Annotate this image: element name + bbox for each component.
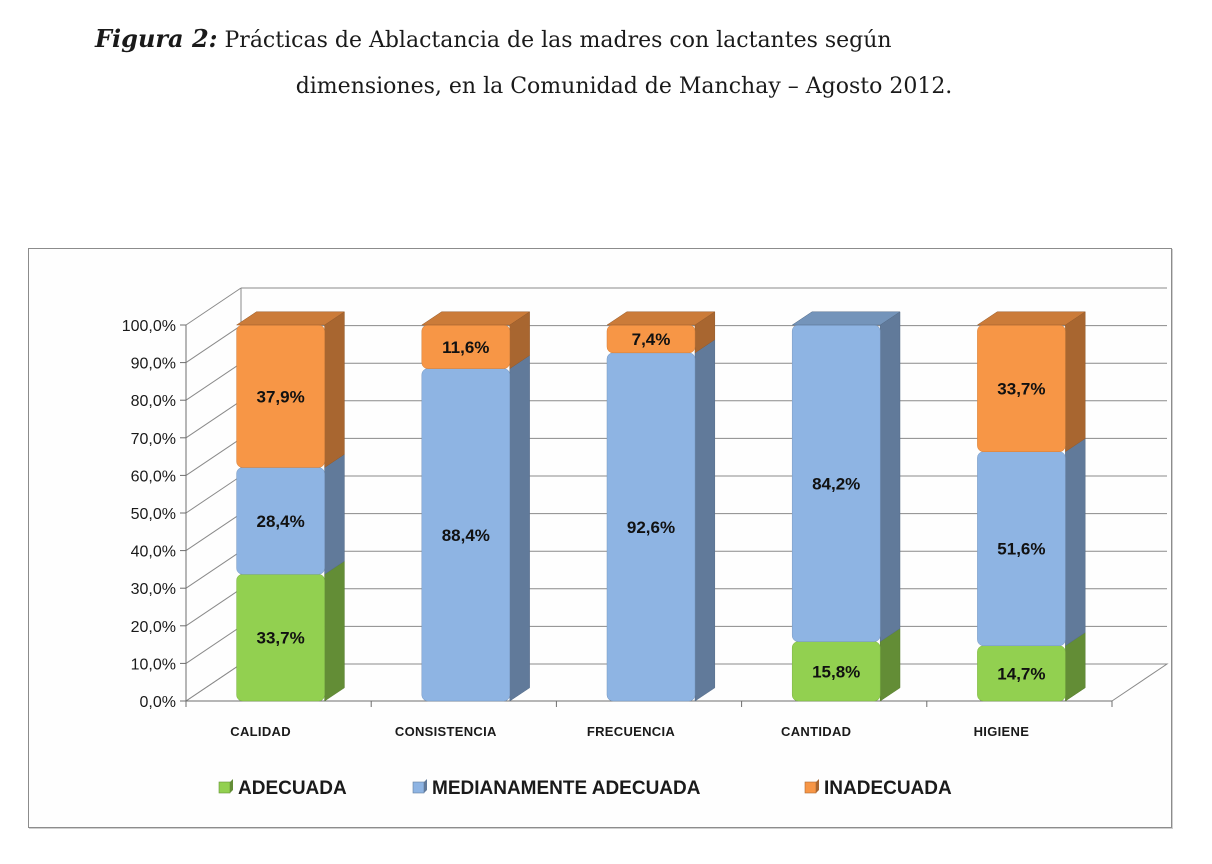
data-label: 15,8% bbox=[812, 662, 860, 681]
x-category-label: CONSISTENCIA bbox=[395, 724, 497, 739]
gridline-side bbox=[185, 513, 242, 552]
gridline-side bbox=[185, 325, 242, 364]
bar-side-inadecuada bbox=[1065, 311, 1086, 453]
data-label: 88,4% bbox=[442, 526, 490, 545]
data-label: 84,2% bbox=[812, 474, 860, 493]
bar-side-inadecuada bbox=[324, 311, 345, 468]
data-label: 14,7% bbox=[997, 664, 1045, 683]
data-label: 51,6% bbox=[997, 540, 1045, 559]
y-tick-label: 80,0% bbox=[131, 393, 176, 410]
bar-top-face bbox=[606, 311, 716, 326]
legend-swatch-side bbox=[816, 779, 819, 793]
y-tick-label: 70,0% bbox=[131, 431, 176, 448]
legend-swatch bbox=[218, 781, 231, 794]
chart-bars bbox=[235, 311, 1087, 702]
x-category-label: CANTIDAD bbox=[781, 724, 851, 739]
chart-data-labels: 33,7% 28,4% 37,9% 88,4% 11,6% 92,6% 7,4% 15,8% 8… bbox=[256, 330, 1045, 683]
gridline-side bbox=[185, 362, 242, 401]
caption-text-1: Prácticas de Ablactancia de las madres c… bbox=[224, 28, 892, 53]
data-label: 7,4% bbox=[632, 330, 671, 349]
y-tick-label: 50,0% bbox=[131, 506, 176, 523]
data-label: 33,7% bbox=[256, 629, 304, 648]
bar-side-medianamente-adecuada bbox=[509, 354, 530, 702]
bar-top-face bbox=[791, 311, 901, 326]
legend-swatch bbox=[804, 781, 817, 794]
y-tick-label: 100,0% bbox=[122, 318, 176, 335]
chart-legend: ADECUADA MEDIANAMENTE ADECUADA INADECUADA bbox=[218, 778, 952, 799]
y-tick-label: 60,0% bbox=[131, 468, 176, 485]
gridline-side bbox=[185, 550, 242, 589]
legend-swatch-side bbox=[230, 779, 233, 793]
bar-top-face bbox=[976, 311, 1087, 326]
gridline-side bbox=[185, 588, 242, 627]
gridline-side bbox=[185, 287, 242, 326]
data-label: 37,9% bbox=[256, 387, 304, 406]
legend-label: ADECUADA bbox=[238, 778, 347, 799]
legend-swatch bbox=[412, 781, 425, 794]
gridline-side bbox=[185, 625, 242, 664]
bar-top-face bbox=[235, 311, 346, 326]
bar-side-medianamente-adecuada bbox=[1065, 438, 1086, 647]
gridline-side bbox=[185, 475, 242, 514]
y-tick-label: 30,0% bbox=[131, 581, 176, 598]
legend-swatch-side bbox=[424, 779, 427, 793]
caption-line-1: Figura 2: Prácticas de Ablactancia de la… bbox=[95, 14, 892, 66]
figure-label: Figura 2: bbox=[95, 24, 218, 53]
y-tick-label: 40,0% bbox=[131, 544, 176, 561]
gridline-side bbox=[185, 400, 242, 439]
x-category-label: HIGIENE bbox=[974, 724, 1030, 739]
legend-label: INADECUADA bbox=[824, 778, 952, 799]
data-label: 11,6% bbox=[442, 338, 489, 357]
x-category-label: FRECUENCIA bbox=[587, 724, 676, 739]
bar-top-face bbox=[420, 311, 531, 326]
y-tick-label: 90,0% bbox=[131, 356, 176, 373]
data-label: 33,7% bbox=[997, 379, 1045, 398]
y-tick-label: 0,0% bbox=[140, 694, 176, 711]
bar-side-adecuada bbox=[324, 560, 345, 702]
chart-axes: 0,0% 10,0% 20,0% 30,0% 40,0% 50,0% 60,0% 70,0% 8… bbox=[122, 318, 1113, 739]
bar-side-medianamente-adecuada bbox=[324, 453, 345, 575]
caption-line-2: dimensiones, en la Comunidad de Manchay … bbox=[295, 74, 953, 99]
y-tick-label: 10,0% bbox=[131, 656, 176, 673]
y-tick-label: 20,0% bbox=[131, 619, 176, 636]
gridline-side bbox=[185, 437, 242, 476]
legend-label: MEDIANAMENTE ADECUADA bbox=[432, 778, 701, 799]
bar-side-medianamente-adecuada bbox=[879, 311, 901, 643]
stacked-bar-chart: 0,0% 10,0% 20,0% 30,0% 40,0% 50,0% 60,0% 70,0% 8… bbox=[122, 287, 1169, 799]
bar-side-medianamente-adecuada bbox=[694, 339, 716, 702]
chart-frame: 0,0% 10,0% 20,0% 30,0% 40,0% 50,0% 60,0% 70,0% 8… bbox=[28, 248, 1172, 828]
x-category-label: CALIDAD bbox=[230, 724, 291, 739]
data-label: 28,4% bbox=[256, 512, 304, 531]
data-label: 92,6% bbox=[627, 518, 675, 537]
